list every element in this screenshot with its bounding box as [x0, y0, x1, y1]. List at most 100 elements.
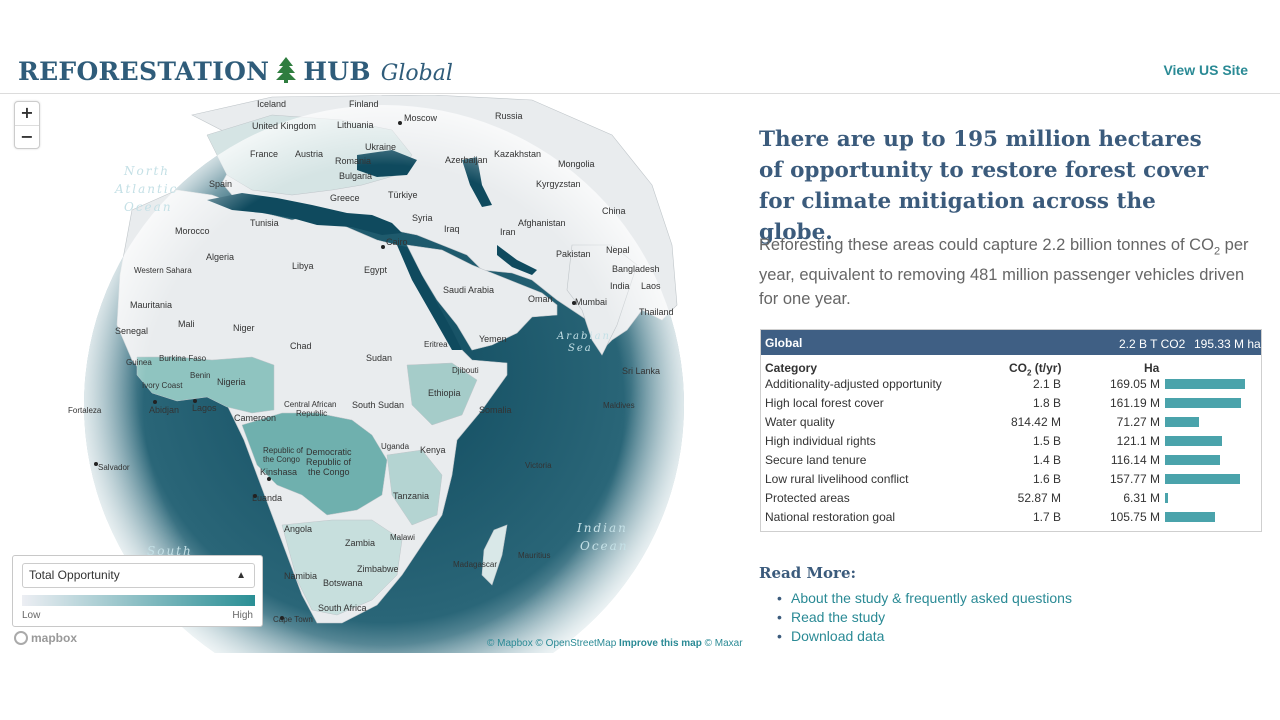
row-ha-bar: [1165, 512, 1215, 522]
zoom-out-button[interactable]: −: [15, 125, 39, 148]
download-data-link[interactable]: Download data: [791, 628, 885, 644]
city-dot-cape-town: [280, 616, 284, 620]
map-canvas[interactable]: North Atlantic Ocean Arabian Sea Indian …: [12, 95, 736, 653]
label-botswana: Botswana: [323, 578, 363, 588]
view-us-site-link[interactable]: View US Site: [1163, 62, 1248, 78]
layer-select[interactable]: Total Opportunity ▲▼: [22, 563, 255, 604]
table-rows: Additionality-adjusted opportunity 2.1 B 1…: [761, 375, 1261, 527]
table-total-ha: 195.33 M ha: [1194, 337, 1261, 351]
label-mongolia: Mongolia: [558, 159, 595, 169]
label-libya: Libya: [292, 261, 314, 271]
legend-low-label: Low: [22, 610, 41, 621]
table-row: Secure land tenure 1.4 B 116.14 M: [761, 451, 1261, 470]
row-category: Water quality: [765, 415, 835, 429]
row-ha: 169.05 M: [1109, 377, 1160, 391]
label-india: India: [610, 281, 630, 291]
globe-map[interactable]: North Atlantic Ocean Arabian Sea Indian …: [12, 95, 736, 653]
label-thailand: Thailand: [639, 307, 674, 317]
label-uganda: Uganda: [381, 442, 410, 451]
label-guinea: Guinea: [126, 358, 152, 367]
list-item: Read the study: [777, 609, 1072, 628]
label-ethiopia: Ethiopia: [428, 388, 461, 398]
row-ha: 161.19 M: [1109, 396, 1160, 410]
label-tunisia: Tunisia: [250, 218, 279, 228]
label-ukraine: Ukraine: [365, 142, 396, 152]
zoom-control: + −: [14, 101, 40, 149]
label-drc-1: Democratic: [306, 447, 352, 457]
label-moscow: Moscow: [404, 113, 438, 123]
row-category: Protected areas: [765, 491, 850, 505]
row-ha: 157.77 M: [1109, 472, 1160, 486]
label-iran: Iran: [500, 227, 516, 237]
label-chad: Chad: [290, 341, 312, 351]
mapbox-logo-text: mapbox: [31, 631, 78, 645]
label-cairo: Cairo: [386, 237, 408, 247]
site-logo[interactable]: REFORESTATION HUB Global: [18, 54, 453, 86]
label-roc-1: Republic of: [263, 446, 304, 455]
label-nepal: Nepal: [606, 245, 630, 255]
zoom-in-button[interactable]: +: [20, 103, 34, 122]
column-ha: Ha: [1144, 361, 1160, 375]
label-somalia: Somalia: [479, 405, 512, 415]
label-afghanistan: Afghanistan: [518, 218, 566, 228]
label-north-atlantic-2: Atlantic: [114, 182, 178, 196]
label-kinshasa: Kinshasa: [260, 467, 297, 477]
brand-title-right: HUB: [303, 57, 371, 86]
table-row: High individual rights 1.5 B 121.1 M: [761, 432, 1261, 451]
row-co2: 1.6 B: [1032, 472, 1061, 486]
legend-high-label: High: [232, 610, 253, 621]
label-ivory-coast: Ivory Coast: [142, 381, 183, 390]
label-north-atlantic-3: Ocean: [124, 200, 173, 214]
label-zambia: Zambia: [345, 538, 375, 548]
label-fortaleza: Fortaleza: [68, 406, 102, 415]
city-dot-cairo: [381, 245, 385, 249]
label-syria: Syria: [412, 213, 433, 223]
label-austria: Austria: [295, 149, 323, 159]
stats-table-header: Global 2.2 B T CO2 195.33 M ha: [761, 330, 1261, 355]
label-kazakhstan: Kazakhstan: [494, 149, 541, 159]
row-category: Additionality-adjusted opportunity: [765, 377, 942, 391]
label-car-1: Central African: [284, 400, 336, 409]
row-co2: 814.42 M: [1010, 415, 1061, 429]
row-ha-bar: [1165, 474, 1240, 484]
label-malawi: Malawi: [390, 533, 415, 542]
label-pakistan: Pakistan: [556, 249, 591, 259]
list-item: About the study & frequently asked quest…: [777, 590, 1072, 609]
table-row: Additionality-adjusted opportunity 2.1 B 1…: [761, 375, 1261, 394]
table-row: Protected areas 52.87 M 6.31 M: [761, 489, 1261, 508]
attribution-improve[interactable]: Improve this map: [619, 638, 702, 649]
label-spain: Spain: [209, 179, 232, 189]
label-arabian-sea-2: Sea: [568, 343, 593, 354]
about-study-link[interactable]: About the study & frequently asked quest…: [791, 590, 1072, 606]
label-tanzania: Tanzania: [393, 491, 429, 501]
attribution-mapbox[interactable]: © Mapbox: [487, 638, 533, 649]
label-djibouti: Djibouti: [452, 366, 479, 375]
attribution-maxar[interactable]: © Maxar: [704, 638, 743, 649]
label-burkina-faso: Burkina Faso: [159, 354, 207, 363]
row-ha: 71.27 M: [1116, 415, 1160, 429]
label-lagos: Lagos: [192, 403, 217, 413]
column-co2-subscript: 2: [1027, 368, 1032, 378]
page-headline: There are up to 195 million hectares of …: [759, 127, 1209, 245]
layer-select-value: Total Opportunity: [29, 568, 120, 582]
label-angola: Angola: [284, 524, 312, 534]
label-azerbaijan: Azerbaijan: [445, 155, 488, 165]
mapbox-logo[interactable]: mapbox: [14, 631, 77, 645]
label-south-sudan: South Sudan: [352, 400, 404, 410]
city-dot-luanda: [253, 494, 257, 498]
label-madagascar: Madagascar: [453, 560, 497, 569]
label-russia: Russia: [495, 111, 523, 121]
row-ha-bar: [1165, 493, 1168, 503]
list-item: Download data: [777, 628, 1072, 647]
label-victoria: Victoria: [525, 461, 552, 470]
row-ha-bar: [1165, 436, 1222, 446]
table-total-co2: 2.2 B T CO2: [1119, 337, 1186, 351]
column-co2-unit: (t/yr): [1031, 361, 1062, 375]
row-category: High local forest cover: [765, 396, 884, 410]
row-ha-bar: [1165, 379, 1245, 389]
map-attribution: © Mapbox © OpenStreetMap Improve this ma…: [487, 638, 743, 649]
label-algeria: Algeria: [206, 252, 234, 262]
attribution-osm[interactable]: © OpenStreetMap: [535, 638, 617, 649]
city-dot-abidjan: [153, 400, 157, 404]
read-study-link[interactable]: Read the study: [791, 609, 886, 625]
